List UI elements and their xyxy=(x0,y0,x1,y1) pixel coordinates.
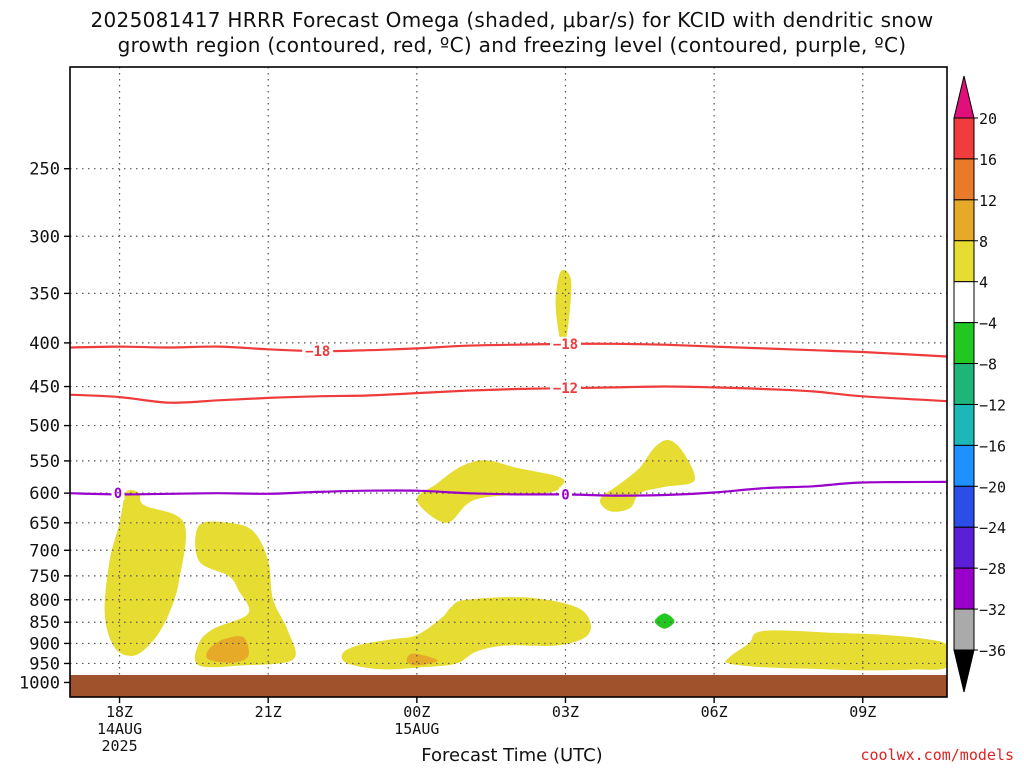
contour-0 xyxy=(70,480,947,497)
colorbar-label--12: −12 xyxy=(979,396,1006,414)
colorbar-label--16: −16 xyxy=(979,437,1006,455)
y-tick-label-750: 750 xyxy=(29,567,60,587)
contour-label-bg xyxy=(549,336,581,351)
y-tick-label-900: 900 xyxy=(29,634,60,654)
x-tick-label-09Z: 09Z xyxy=(849,703,876,721)
y-tick-label-650: 650 xyxy=(29,514,60,534)
omega-region-9 xyxy=(725,630,947,671)
colorbar-label--28: −28 xyxy=(979,560,1006,578)
x-tick-date-18Z: 14AUG xyxy=(97,720,142,738)
colorbar-swatch-3 xyxy=(953,240,975,283)
contour-label-0: 0 xyxy=(561,487,569,503)
colorbar-label-8: 8 xyxy=(979,233,988,251)
y-tick-label-300: 300 xyxy=(29,227,60,247)
credit-text[interactable]: coolwx.com/models xyxy=(860,746,1014,764)
colorbar-label--4: −4 xyxy=(979,315,997,333)
contour--18 xyxy=(70,342,947,358)
y-tick-label-500: 500 xyxy=(29,417,60,437)
colorbar-label-4: 4 xyxy=(979,274,988,292)
omega-region-4 xyxy=(406,653,438,666)
contour-label--12: −12 xyxy=(553,381,578,397)
omega-region-0 xyxy=(104,489,186,656)
omega-region-2 xyxy=(206,636,249,663)
y-tick-label-1000: 1000 xyxy=(19,673,60,693)
y-tick-label-850: 850 xyxy=(29,613,60,633)
y-tick-label-950: 950 xyxy=(29,654,60,674)
contour--12 xyxy=(70,385,947,404)
omega-region-6 xyxy=(555,269,572,347)
colorbar-swatch-7 xyxy=(953,403,975,446)
colorbar-label--24: −24 xyxy=(979,519,1006,537)
contour-label-bg xyxy=(111,486,125,501)
x-tick-year-18Z: 2025 xyxy=(101,737,137,755)
colorbar-swatch-8 xyxy=(953,444,975,487)
omega-region-1 xyxy=(194,521,296,668)
colorbar-swatch-5 xyxy=(953,322,975,365)
contour-label--18: −18 xyxy=(553,337,578,353)
colorbar-label-20: 20 xyxy=(979,110,997,128)
contour-label-bg xyxy=(558,487,572,502)
omega-region-8 xyxy=(654,613,675,629)
colorbar-swatch-9 xyxy=(953,485,975,528)
colorbar-arrow-top xyxy=(953,75,975,119)
x-tick-label-03Z: 03Z xyxy=(552,703,579,721)
x-tick-label-18Z: 18Z xyxy=(106,703,133,721)
x-tick-label-21Z: 21Z xyxy=(255,703,282,721)
x-tick-date-00Z: 15AUG xyxy=(394,720,439,738)
colorbar-label--36: −36 xyxy=(979,642,1006,660)
colorbar-label--20: −20 xyxy=(979,478,1006,496)
colorbar-label--32: −32 xyxy=(979,601,1006,619)
contours: −18 −18 −12 0 0 xyxy=(70,336,947,503)
colorbar-arrow-bottom xyxy=(953,649,975,693)
omega-region-5 xyxy=(416,460,565,523)
omega-region-7 xyxy=(599,439,696,512)
contour-label--18: −18 xyxy=(305,344,330,360)
omega-region-3 xyxy=(341,597,592,670)
colorbar-label--8: −8 xyxy=(979,356,997,374)
y-tick-label-400: 400 xyxy=(29,334,60,354)
colorbar-swatch-12 xyxy=(953,608,975,651)
contour-label-0: 0 xyxy=(114,486,122,502)
colorbar-label-12: 12 xyxy=(979,192,997,210)
colorbar-swatch-6 xyxy=(953,363,975,405)
colorbar-swatch-2 xyxy=(953,199,975,242)
ground-bar xyxy=(70,674,947,697)
colorbar-swatch-10 xyxy=(953,526,975,569)
y-tick-label-800: 800 xyxy=(29,591,60,611)
x-tick-label-06Z: 06Z xyxy=(701,703,728,721)
y-tick-label-350: 350 xyxy=(29,284,60,304)
colorbar-swatch-4 xyxy=(953,281,975,324)
contour-label-bg xyxy=(302,344,334,359)
y-tick-label-600: 600 xyxy=(29,484,60,504)
omega-shading xyxy=(104,269,947,671)
chart-title-line1: 2025081417 HRRR Forecast Omega (shaded, … xyxy=(90,8,934,32)
y-tick-label-250: 250 xyxy=(29,160,60,180)
y-tick-label-700: 700 xyxy=(29,541,60,561)
y-tick-label-550: 550 xyxy=(29,452,60,472)
x-tick-label-00Z: 00Z xyxy=(403,703,430,721)
plot-frame xyxy=(69,66,948,698)
contour-label-bg xyxy=(549,381,581,396)
colorbar-label-16: 16 xyxy=(979,151,997,169)
chart-title-line2: growth region (contoured, red, ºC) and f… xyxy=(117,33,907,57)
colorbar-swatch-11 xyxy=(953,567,975,610)
colorbar-swatch-1 xyxy=(953,158,975,201)
y-tick-label-450: 450 xyxy=(29,378,60,398)
colorbar-swatch-0 xyxy=(953,117,975,160)
x-axis-label: Forecast Time (UTC) xyxy=(421,745,603,766)
